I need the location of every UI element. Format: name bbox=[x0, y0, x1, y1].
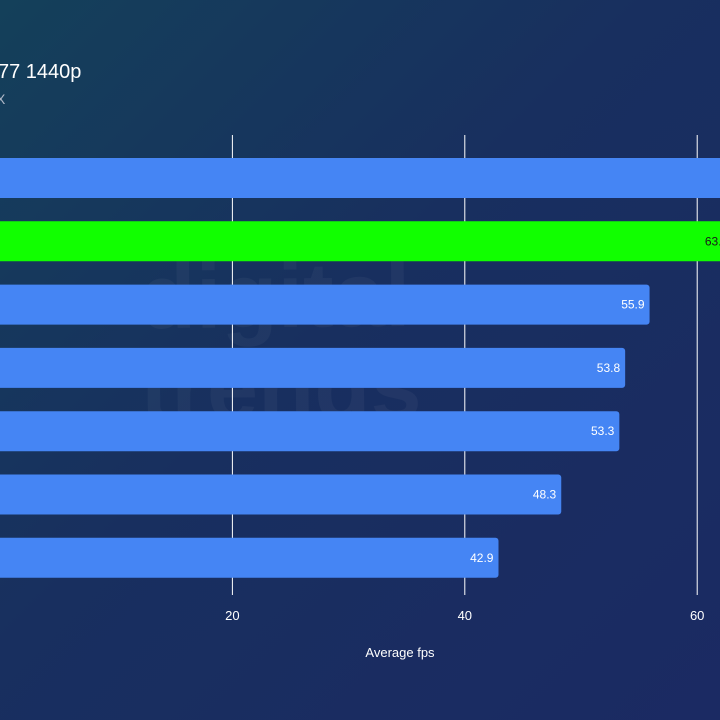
bars: 63.1 55.9 53.8 53.3 48.3 42.9 bbox=[0, 158, 720, 578]
bar-value-label: 53.3 bbox=[591, 424, 615, 438]
x-axis-ticks: 20 40 60 bbox=[225, 608, 704, 623]
bar bbox=[0, 158, 720, 198]
bar-highlighted bbox=[0, 221, 720, 262]
bar bbox=[0, 284, 650, 325]
bar bbox=[0, 347, 626, 388]
bar bbox=[0, 537, 499, 578]
chart-title: 77 1440p bbox=[0, 61, 82, 83]
bar-value-label: 48.3 bbox=[533, 488, 557, 502]
chart-subtitle: X bbox=[0, 91, 6, 107]
x-tick-label: 60 bbox=[690, 608, 704, 623]
x-tick-label: 40 bbox=[458, 608, 472, 623]
bar-value-label: 55.9 bbox=[621, 298, 645, 312]
bar-value-label: 53.8 bbox=[597, 361, 621, 375]
x-axis-title: Average fps bbox=[365, 645, 435, 660]
bar-value-label: 42.9 bbox=[470, 551, 494, 565]
x-tick-label: 20 bbox=[225, 608, 239, 623]
bar-value-label: 63.1 bbox=[705, 234, 720, 248]
bar bbox=[0, 474, 562, 515]
bar bbox=[0, 411, 620, 452]
